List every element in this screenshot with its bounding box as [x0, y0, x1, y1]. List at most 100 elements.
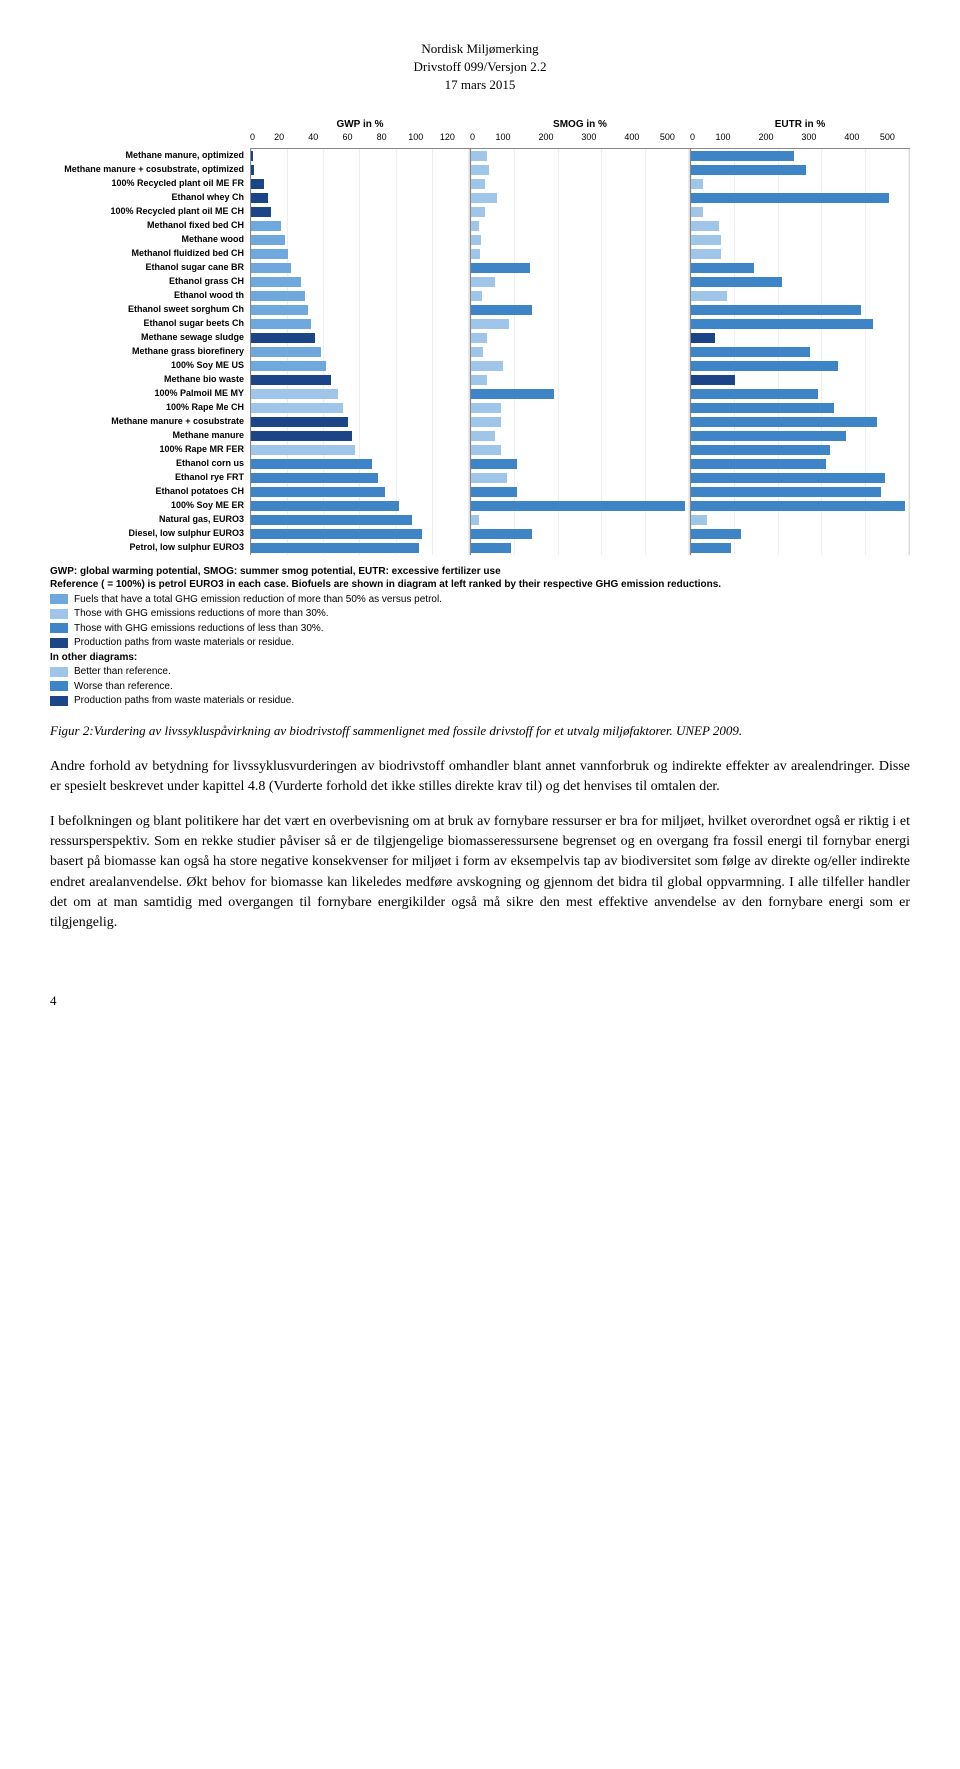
chart-bar-cell — [690, 303, 910, 317]
chart-bar — [471, 193, 497, 203]
chart-row-label: Ethanol rye FRT — [50, 472, 250, 484]
chart-row-label: Ethanol potatoes CH — [50, 486, 250, 498]
chart-bar — [691, 193, 889, 203]
chart-bar — [251, 543, 419, 553]
legend-item: Production paths from waste materials or… — [50, 636, 910, 650]
chart-row-label: 100% Soy ME ER — [50, 500, 250, 512]
chart-bar-cell — [250, 499, 470, 513]
chart-bar — [251, 389, 338, 399]
chart-bar-cell — [470, 205, 690, 219]
legend-text: Better than reference. — [74, 665, 171, 679]
chart-bar — [471, 277, 495, 287]
chart-bar — [471, 221, 479, 231]
chart-bar — [251, 361, 326, 371]
chart-bar — [251, 403, 343, 413]
chart-bar — [471, 459, 517, 469]
chart-row-label: Ethanol whey Ch — [50, 192, 250, 204]
legend-swatch — [50, 609, 68, 619]
legend-item: Better than reference. — [50, 665, 910, 679]
chart-bar — [691, 473, 885, 483]
chart-bar-cell — [250, 513, 470, 527]
chart-bar-cell — [470, 219, 690, 233]
chart-bar-cell — [690, 401, 910, 415]
chart-bar-cell — [470, 471, 690, 485]
chart-bar — [251, 501, 399, 511]
biofuel-chart: GWP in %SMOG in %EUTR in %02040608010012… — [50, 115, 910, 708]
page-number: 4 — [50, 993, 910, 1009]
chart-row-label: Ethanol sugar beets Ch — [50, 318, 250, 330]
chart-bar — [471, 543, 511, 553]
legend-subtitle: In other diagrams: — [50, 651, 910, 665]
chart-bar-cell — [690, 191, 910, 205]
chart-bar-cell — [470, 331, 690, 345]
chart-bar — [251, 305, 308, 315]
chart-bar-cell — [690, 387, 910, 401]
chart-panel-title: GWP in % — [250, 115, 470, 132]
chart-bar — [691, 319, 873, 329]
chart-bar-cell — [250, 485, 470, 499]
chart-bar — [251, 207, 271, 217]
chart-bar — [691, 515, 707, 525]
chart-bar-cell — [690, 289, 910, 303]
chart-bar-cell — [470, 233, 690, 247]
legend-item: Those with GHG emissions reductions of l… — [50, 622, 910, 636]
chart-row-label: 100% Palmoil ME MY — [50, 388, 250, 400]
chart-bar — [471, 445, 501, 455]
chart-bar — [251, 459, 372, 469]
chart-bar — [691, 543, 731, 553]
chart-bar-cell — [690, 443, 910, 457]
chart-bar-cell — [690, 233, 910, 247]
chart-bar — [691, 333, 715, 343]
legend-text: Production paths from waste materials or… — [74, 636, 294, 650]
chart-row-label: Ethanol grass CH — [50, 276, 250, 288]
chart-bar-cell — [690, 163, 910, 177]
chart-bar — [691, 403, 834, 413]
chart-bar-cell — [250, 443, 470, 457]
chart-bar-cell — [470, 415, 690, 429]
chart-bar — [471, 347, 483, 357]
legend-text: Worse than reference. — [74, 680, 173, 694]
legend-item: Production paths from waste materials or… — [50, 694, 910, 708]
legend-item: Worse than reference. — [50, 680, 910, 694]
chart-bar-cell — [690, 317, 910, 331]
chart-bar — [251, 235, 285, 245]
chart-row-label: Ethanol sweet sorghum Ch — [50, 304, 250, 316]
chart-row-label: Ethanol corn us — [50, 458, 250, 470]
chart-bar-cell — [250, 233, 470, 247]
chart-bar-cell — [470, 317, 690, 331]
chart-bar — [471, 431, 495, 441]
legend-swatch — [50, 696, 68, 706]
chart-bar-cell — [690, 429, 910, 443]
chart-row-label: Methane manure, optimized — [50, 150, 250, 162]
chart-axis: 0100200300400500 — [470, 132, 690, 149]
chart-legend: GWP: global warming potential, SMOG: sum… — [50, 565, 910, 708]
chart-row-label: 100% Recycled plant oil ME FR — [50, 178, 250, 190]
chart-row-label: Ethanol wood th — [50, 290, 250, 302]
chart-bar-cell — [250, 373, 470, 387]
chart-bar-cell — [250, 317, 470, 331]
chart-bar — [691, 291, 727, 301]
chart-bar-cell — [690, 415, 910, 429]
chart-bar — [471, 249, 480, 259]
chart-bar-cell — [690, 177, 910, 191]
chart-bar — [471, 389, 554, 399]
chart-bar-cell — [250, 331, 470, 345]
chart-bar — [251, 375, 331, 385]
chart-bar — [691, 431, 846, 441]
chart-bar — [251, 417, 348, 427]
legend-swatch — [50, 638, 68, 648]
chart-bar-cell — [470, 485, 690, 499]
legend-text: Production paths from waste materials or… — [74, 694, 294, 708]
legend-intro: Reference ( = 100%) is petrol EURO3 in e… — [50, 578, 910, 592]
chart-bar-cell — [470, 373, 690, 387]
chart-bar-cell — [470, 457, 690, 471]
chart-bar-cell — [250, 163, 470, 177]
chart-row-label: Diesel, low sulphur EURO3 — [50, 528, 250, 540]
chart-bar-cell — [250, 275, 470, 289]
chart-bar — [691, 445, 830, 455]
chart-row-label: 100% Soy ME US — [50, 360, 250, 372]
chart-bar — [471, 179, 485, 189]
chart-row-label: 100% Rape Me CH — [50, 402, 250, 414]
chart-panel-title: SMOG in % — [470, 115, 690, 132]
chart-bar-cell — [470, 247, 690, 261]
